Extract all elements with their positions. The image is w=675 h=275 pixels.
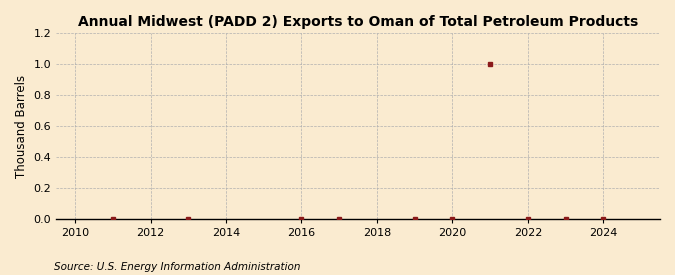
Title: Annual Midwest (PADD 2) Exports to Oman of Total Petroleum Products: Annual Midwest (PADD 2) Exports to Oman … <box>78 15 638 29</box>
Y-axis label: Thousand Barrels: Thousand Barrels <box>15 75 28 178</box>
Text: Source: U.S. Energy Information Administration: Source: U.S. Energy Information Administ… <box>54 262 300 272</box>
